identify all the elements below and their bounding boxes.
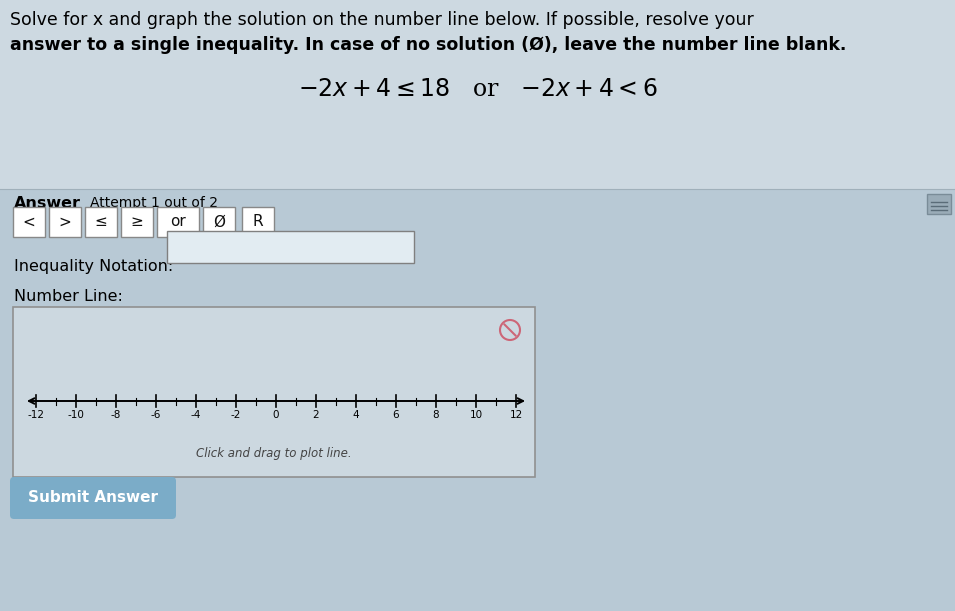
Text: 0: 0: [273, 410, 279, 420]
Text: -4: -4: [191, 410, 202, 420]
FancyBboxPatch shape: [121, 207, 153, 237]
Text: -6: -6: [151, 410, 161, 420]
FancyBboxPatch shape: [49, 207, 81, 237]
Text: Click and drag to plot line.: Click and drag to plot line.: [196, 447, 351, 460]
Text: 12: 12: [509, 410, 522, 420]
Text: -8: -8: [111, 410, 121, 420]
Text: 6: 6: [393, 410, 399, 420]
FancyBboxPatch shape: [927, 194, 951, 214]
Text: or: or: [170, 214, 186, 230]
Text: R: R: [253, 214, 264, 230]
Text: Attempt 1 out of 2: Attempt 1 out of 2: [90, 196, 218, 210]
Text: Inequality Notation:: Inequality Notation:: [14, 259, 173, 274]
FancyBboxPatch shape: [203, 207, 235, 237]
Text: answer to a single inequality. In case of no solution (Ø), leave the number line: answer to a single inequality. In case o…: [10, 36, 846, 54]
Text: Solve for x and graph the solution on the number line below. If possible, resolv: Solve for x and graph the solution on th…: [10, 11, 753, 29]
FancyBboxPatch shape: [10, 477, 176, 519]
FancyBboxPatch shape: [157, 207, 199, 237]
Text: 8: 8: [433, 410, 439, 420]
Text: $-2x+4\leq 18$   or   $-2x+4<6$: $-2x+4\leq 18$ or $-2x+4<6$: [298, 78, 658, 101]
Text: <: <: [23, 214, 35, 230]
FancyBboxPatch shape: [13, 207, 45, 237]
FancyBboxPatch shape: [167, 231, 414, 263]
Text: Number Line:: Number Line:: [14, 289, 123, 304]
Text: -12: -12: [28, 410, 45, 420]
Text: ≤: ≤: [95, 214, 107, 230]
FancyBboxPatch shape: [242, 207, 274, 237]
Text: Submit Answer: Submit Answer: [28, 491, 158, 505]
Text: 2: 2: [312, 410, 319, 420]
FancyBboxPatch shape: [85, 207, 117, 237]
Text: Answer: Answer: [14, 196, 81, 211]
Text: Ø: Ø: [213, 214, 225, 230]
Text: -2: -2: [231, 410, 242, 420]
Text: -10: -10: [68, 410, 84, 420]
Text: >: >: [58, 214, 72, 230]
Text: ≥: ≥: [131, 214, 143, 230]
Text: 10: 10: [470, 410, 482, 420]
Text: 4: 4: [352, 410, 359, 420]
FancyBboxPatch shape: [13, 307, 535, 477]
FancyBboxPatch shape: [0, 0, 955, 189]
